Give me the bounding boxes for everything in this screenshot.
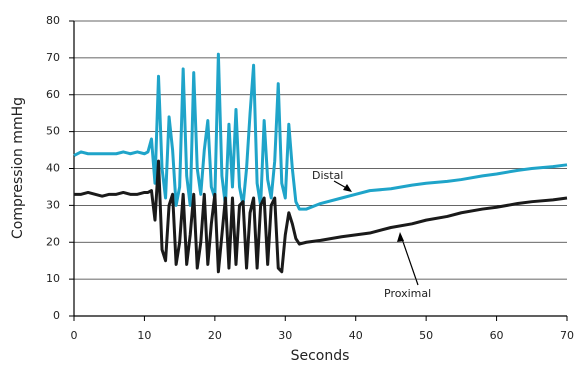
x-tick-label: 0 <box>71 329 78 342</box>
annotation: Proximal <box>384 287 431 300</box>
line-series <box>73 52 568 211</box>
y-tick-label: 70 <box>46 51 60 64</box>
x-tick-label: 40 <box>349 329 363 342</box>
y-tick-label: 10 <box>46 272 60 285</box>
y-tick-label: 0 <box>53 309 60 322</box>
x-tick-label: 70 <box>560 329 574 342</box>
x-tick-label: 10 <box>137 329 151 342</box>
x-axis-title: Seconds <box>291 348 350 364</box>
y-axis-title: Compression mmHg <box>10 97 26 239</box>
y-tick-label: 40 <box>46 162 60 175</box>
y-tick-label: 20 <box>46 235 60 248</box>
line-series <box>74 159 568 274</box>
arrowhead <box>397 232 404 242</box>
y-tick-label: 30 <box>46 198 60 211</box>
x-tick-label: 60 <box>490 329 504 342</box>
y-tick-label: 60 <box>46 88 60 101</box>
annotation-arrow <box>400 235 419 286</box>
x-tick-label: 30 <box>278 329 292 342</box>
y-tick-label: 80 <box>46 14 60 27</box>
x-tick-label: 20 <box>208 329 222 342</box>
arrowhead <box>343 184 352 192</box>
x-tick-label: 50 <box>419 329 433 342</box>
annotation: Distal <box>312 169 343 182</box>
y-tick-label: 50 <box>46 125 60 138</box>
